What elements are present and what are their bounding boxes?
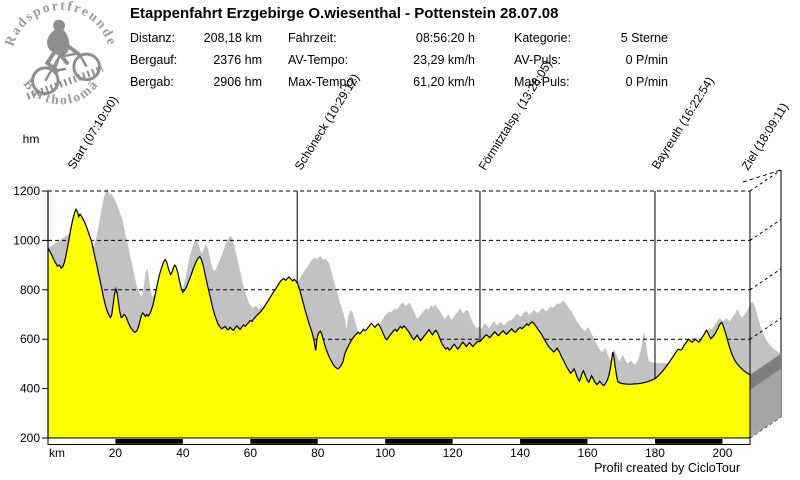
y-axis-tick-label: 400	[20, 382, 40, 396]
elevation-outline	[47, 207, 751, 387]
y-axis-tick-label: 1000	[13, 233, 40, 247]
km-scale-bar-segment	[654, 439, 723, 444]
stat-value-max-puls: 0 P/min	[625, 75, 668, 89]
stat-value-av-puls: 0 P/min	[625, 53, 668, 67]
profile-3d-shadow	[48, 188, 781, 386]
x-axis-tick-label: 20	[109, 446, 123, 460]
stat-value-kategorie: 5 Sterne	[620, 31, 668, 45]
profile-end-cap-band	[750, 353, 781, 390]
x-axis-tick-label: 80	[311, 446, 325, 460]
x-axis-tick-label: 60	[244, 446, 258, 460]
x-axis-tick-label: 120	[443, 446, 463, 460]
page-title: Etappenfahrt Erzgebirge O.wiesenthal - P…	[130, 5, 559, 22]
y-axis-tick-label: 600	[20, 332, 40, 346]
stat-label-kategorie: Kategorie:	[514, 31, 571, 45]
depth-dash-line	[749, 317, 782, 340]
x-axis-tick-label: 200	[712, 446, 732, 460]
stat-value-distanz: 208,18 km	[203, 31, 262, 45]
depth-dash-line	[749, 169, 782, 192]
stat-label-fahrzeit: Fahrzeit:	[288, 31, 337, 45]
waypoint-label: Start (07:10:00)	[65, 93, 121, 171]
waypoint-label: Bayreuth (16:22:54)	[649, 74, 717, 171]
x-axis-tick-label: 40	[176, 446, 190, 460]
x-axis-tick-label: 140	[510, 446, 530, 460]
elevation-area	[48, 209, 750, 438]
y-axis-unit-label: hm	[23, 132, 40, 146]
stat-value-bergab: 2906 hm	[213, 75, 262, 89]
y-axis-tick-label: 200	[20, 431, 40, 445]
waypoint-label: Ziel (18:09:11)	[739, 100, 791, 172]
x-axis-tick-label: 100	[375, 446, 395, 460]
x-axis-tick-label: 160	[578, 446, 598, 460]
stat-label-distanz: Distanz:	[130, 31, 176, 45]
x-axis-unit-label: km	[49, 446, 65, 460]
cyclist-icon	[26, 19, 104, 100]
x-axis-tick-label: 180	[645, 446, 665, 460]
km-scale-bar-segment	[250, 439, 318, 444]
km-scale-bar-segment	[115, 439, 183, 444]
credit-text: Profil created by CicloTour	[594, 461, 740, 475]
stat-label-bergab: Bergab:	[130, 75, 174, 89]
stat-value-bergauf: 2376 hm	[213, 53, 262, 67]
y-axis-tick-label: 1200	[13, 184, 40, 198]
stat-label-bergauf: Bergauf:	[130, 53, 178, 67]
depth-dash-line	[749, 268, 782, 291]
stat-label-max-puls: Max-Puls:	[514, 75, 570, 89]
stat-label-max-tempo: Max-Tempo:	[288, 75, 357, 89]
stat-value-max-tempo: 61,20 km/h	[413, 75, 475, 89]
km-scale-bar-segment	[520, 439, 588, 444]
stat-value-fahrzeit: 08:56:20 h	[415, 31, 475, 45]
km-scale-bar-segment	[385, 439, 453, 444]
club-logo: Radsportfreunde Bartholomä	[2, 0, 119, 108]
depth-dash-line	[749, 218, 782, 241]
stat-label-av-puls: AV-Puls:	[514, 53, 562, 67]
stat-label-av-tempo: AV-Tempo:	[288, 53, 349, 67]
waypoint-label: Förmitztalsp. (13:28:05)	[476, 58, 555, 173]
stat-value-av-tempo: 23,29 km/h	[413, 53, 475, 67]
y-axis-tick-label: 800	[20, 283, 40, 297]
waypoint-label: Schöneck (10:29:12)	[292, 71, 363, 172]
